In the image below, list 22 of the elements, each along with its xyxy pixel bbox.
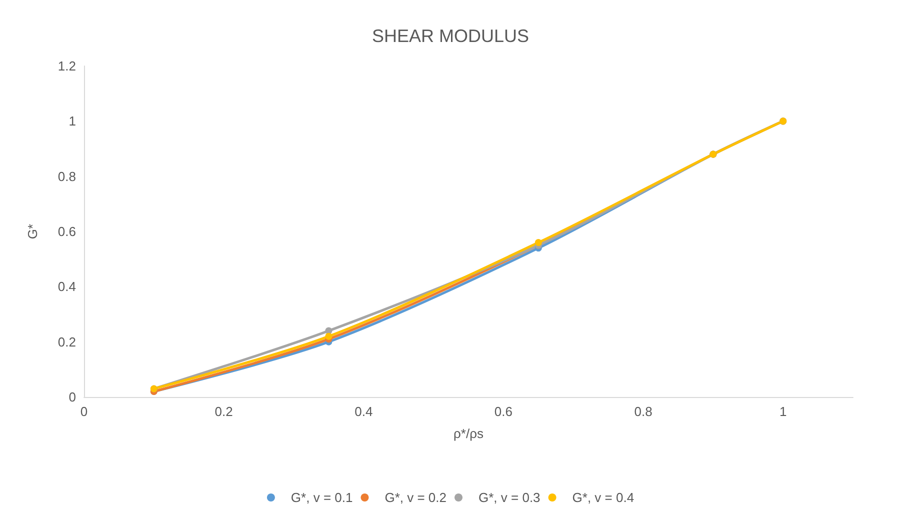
point [325,332,332,340]
legend-label: G*, v = 0.4 [572,490,634,505]
x-axis-title: ρ*/ρs [454,426,484,441]
y-tick-label: 0.6 [58,224,76,239]
x-tick-label: 0 [80,404,88,419]
x-tick-label: 0.4 [354,404,373,419]
x-tick-label: 0.2 [214,404,233,419]
legend-label: G*, v = 0.3 [478,490,540,505]
y-axis-title: G* [25,224,40,240]
x-tick-label: 0.8 [634,404,652,419]
chart-title: SHEAR MODULUS [372,26,530,46]
x-tick-label: 1 [779,404,787,419]
y-tick-label: 0 [68,390,76,404]
y-tick-label: 0.4 [58,279,76,294]
legend-label: G*, v = 0.1 [290,490,353,505]
y-tick-label: 1.2 [58,58,76,74]
legend-label: G*, v = 0.2 [384,490,447,505]
y-tick-label: 0.8 [58,168,76,184]
point [534,239,542,246]
y-tick-label: 0.2 [58,334,76,350]
y-tick-label: 1 [68,114,76,129]
x-tick-label: 0.6 [494,404,512,419]
